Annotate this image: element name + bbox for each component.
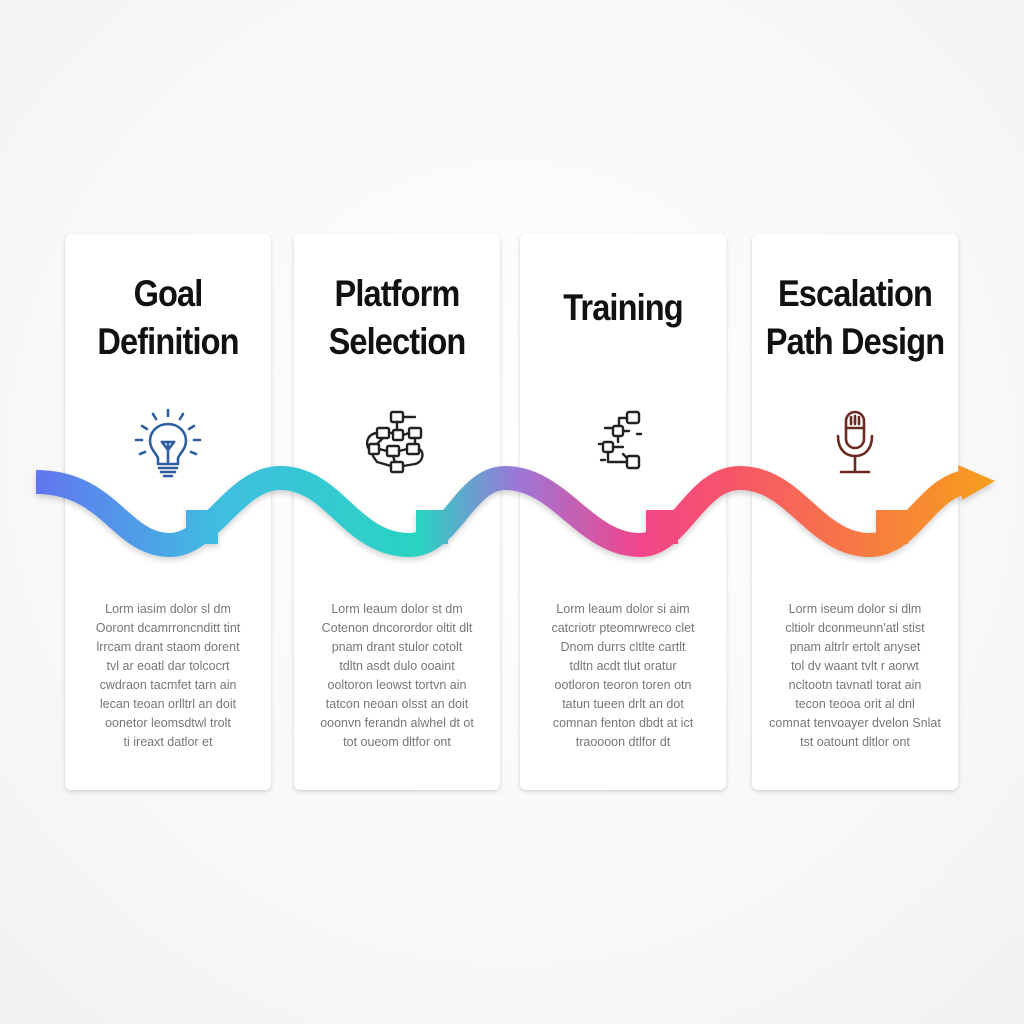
step-card-goal-definition: Goal Definition [65, 234, 271, 790]
step-description: Lorm leaum dolor si aim catcriotr pteomr… [534, 600, 712, 752]
description-line: cwdraon tacmfet tarn ain [99, 678, 237, 692]
description-line: tecon teooa orit al dnl [795, 697, 915, 711]
step-title-line2: Path Design [765, 321, 945, 362]
wave-arrowhead [958, 465, 995, 500]
lightbulb-icon [65, 404, 271, 484]
description-line: pnam drant stulor cotolt [331, 640, 463, 654]
description-line: Lorm leaum dolor st dm [331, 602, 463, 616]
step-title-line1: Escalation [777, 273, 933, 314]
flowchart-icon [520, 404, 726, 484]
description-line: Lorm iseum dolor si dlm [788, 602, 922, 616]
step-card-escalation-path-design: Escalation Path Design Lorm iseum dolor … [752, 234, 958, 790]
description-line: tatun tueen drlt an dot [562, 697, 684, 711]
description-line: Ooront dcamrroncnditt tint [95, 621, 241, 635]
description-line: comnat tenvoayer dvelon Snlat [769, 716, 941, 730]
step-title: Platform Selection [306, 270, 487, 366]
description-line: ti ireaxt datlor et [123, 735, 213, 749]
step-card-training: Training [520, 234, 726, 790]
description-line: tot oueom dltfor ont [343, 735, 451, 749]
description-line: lecan teoan orlltrl an doit [99, 697, 237, 711]
description-line: ooltoron leowst tortvn ain [327, 678, 467, 692]
step-description: Lorm iseum dolor si dlm cltiolr dconmeun… [766, 600, 944, 752]
description-line: Dnom durrs cltlte cartlt [560, 640, 686, 654]
step-title-line1: Goal [133, 273, 204, 314]
description-line: cltiolr dconmeunn'atl stist [785, 621, 925, 635]
step-title: Training [532, 284, 713, 332]
step-title-line1: Training [563, 287, 683, 328]
description-line: oonetor leomsdtwl trolt [105, 716, 231, 730]
step-title-line2: Selection [328, 321, 467, 362]
step-title: Goal Definition [77, 270, 258, 366]
description-line: ootloron teoron toren otn [554, 678, 692, 692]
description-line: tst oatount dltlor ont [800, 735, 910, 749]
description-line: traoooon dtlfor dt [575, 735, 671, 749]
step-description: Lorm leaum dolor st dm Cotenon dncorordo… [308, 600, 486, 752]
step-description: Lorm iasim dolor sl dm Ooront dcamrroncn… [79, 600, 257, 752]
description-line: tdltn acdt tlut oratur [569, 659, 677, 673]
description-line: lrrcam drant staom dorent [96, 640, 240, 654]
description-line: Lorm leaum dolor si aim [556, 602, 690, 616]
description-line: tol dv waant tvlt r aorwt [791, 659, 919, 673]
description-line: Cotenon dncorordor oltit dlt [321, 621, 473, 635]
description-line: tdltn asdt dulo ooaint [339, 659, 455, 673]
network-nodes-icon [294, 404, 500, 484]
step-title: Escalation Path Design [764, 270, 945, 366]
description-line: ooonvn ferandn alwhel dt ot [320, 716, 474, 730]
description-line: Lorm iasim dolor sl dm [105, 602, 231, 616]
step-title-line1: Platform [334, 273, 460, 314]
step-title-line2: Definition [97, 321, 239, 362]
description-line: comnan fenton dbdt at ict [552, 716, 694, 730]
description-line: ncltootn tavnatl torat ain [788, 678, 922, 692]
step-card-platform-selection: Platform Selection [294, 234, 500, 790]
description-line: tvl ar eoatl dar tolcocrt [106, 659, 230, 673]
description-line: catcriotr pteomrwreco clet [551, 621, 695, 635]
description-line: tatcon neoan olsst an doit [325, 697, 469, 711]
description-line: pnam altrlr ertolt anyset [789, 640, 921, 654]
microphone-icon [752, 404, 958, 484]
